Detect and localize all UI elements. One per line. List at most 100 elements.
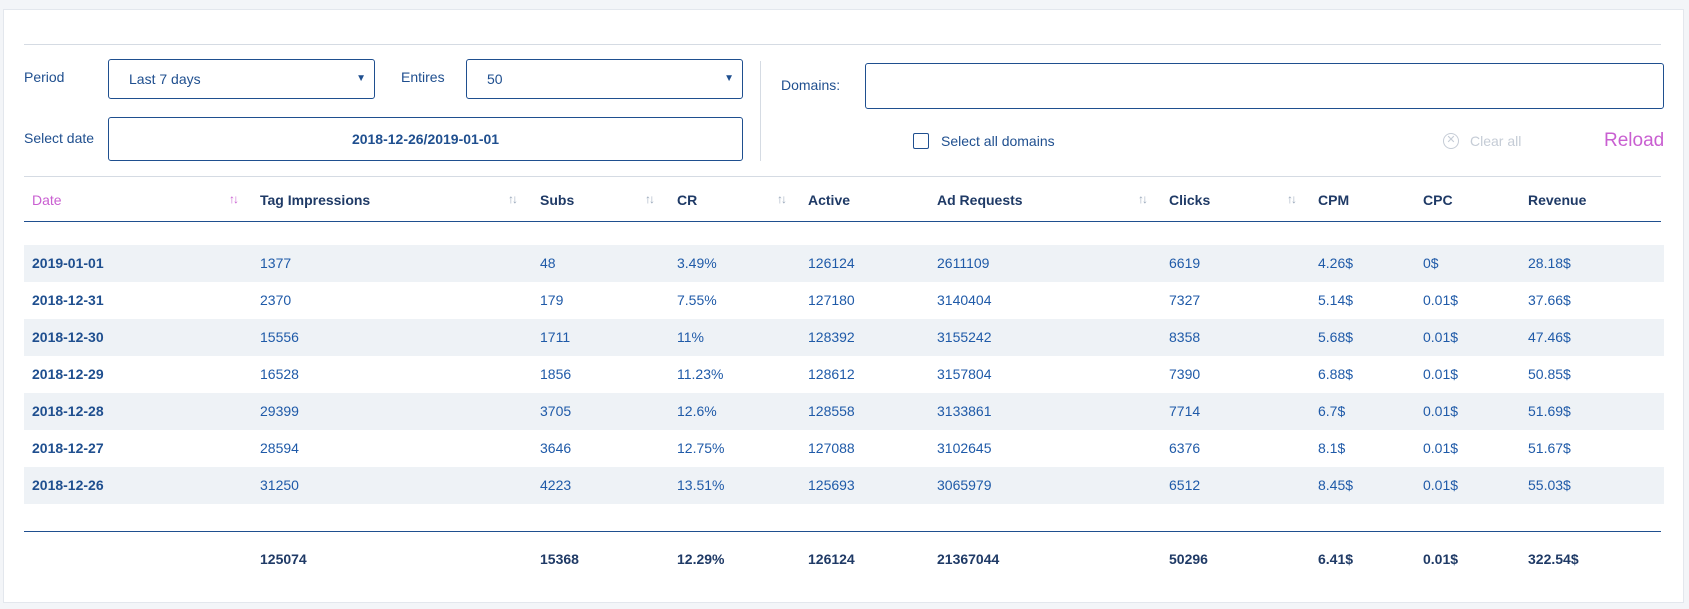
total-cpc: 0.01$: [1423, 551, 1459, 567]
reload-button[interactable]: Reload: [1604, 130, 1665, 151]
header-top-divider: [24, 176, 1661, 177]
sort-icon[interactable]: ↑↓: [1138, 192, 1148, 206]
period-label: Period: [24, 69, 65, 85]
total-ad-requests: 21367044: [937, 551, 1000, 567]
column-header-clicks[interactable]: Clicks: [1169, 192, 1211, 208]
sort-icon[interactable]: ↑↓: [508, 192, 518, 206]
cell-tag-impressions: 15556: [260, 329, 299, 345]
cell-cpc: 0$: [1423, 255, 1439, 271]
filter-divider: [760, 61, 761, 161]
column-header-cr[interactable]: CR: [677, 192, 698, 208]
cell-cpm: 8.45$: [1318, 477, 1354, 493]
table-row: 2018-12-30 15556 1711 11% 128392 3155242 8358 5…: [24, 319, 1664, 356]
report-card: Period Last 7 days ▼ Entires 50 ▼ Select…: [3, 9, 1684, 603]
cell-cr: 12.6%: [677, 403, 717, 419]
select-all-domains-checkbox[interactable]: [913, 133, 929, 149]
cell-tag-impressions: 2370: [260, 292, 292, 308]
cell-clicks: 8358: [1169, 329, 1201, 345]
cell-tag-impressions: 29399: [260, 403, 299, 419]
cell-cpm: 6.7$: [1318, 403, 1346, 419]
period-select[interactable]: Last 7 days ▼: [108, 59, 375, 99]
column-header-date[interactable]: Date: [32, 192, 62, 208]
total-tag-impressions: 125074: [260, 551, 307, 567]
cell-cr: 13.51%: [677, 477, 725, 493]
column-header-ad-requests[interactable]: Ad Requests: [937, 192, 1023, 208]
cell-ad-requests: 3157804: [937, 366, 992, 382]
cell-cr: 7.55%: [677, 292, 717, 308]
cell-date: 2018-12-27: [32, 440, 104, 456]
sort-icon[interactable]: ↑↓: [645, 192, 655, 206]
chevron-down-icon: ▼: [724, 73, 734, 84]
cell-tag-impressions: 28594: [260, 440, 299, 456]
cell-active: 125693: [808, 477, 855, 493]
column-header-active[interactable]: Active: [808, 192, 851, 208]
cell-cr: 11.23%: [677, 366, 724, 382]
table-row: 2018-12-27 28594 3646 12.75% 127088 3102645 63…: [24, 430, 1664, 467]
cell-date: 2018-12-28: [32, 403, 104, 419]
cell-date: 2018-12-31: [32, 292, 104, 308]
table-row: 2018-12-28 29399 3705 12.6% 128558 3133861 771…: [24, 393, 1664, 430]
total-cpm: 6.41$: [1318, 551, 1354, 567]
sort-icon[interactable]: ↑↓: [777, 192, 787, 206]
cell-active: 128612: [808, 366, 855, 382]
cell-subs: 48: [540, 255, 556, 271]
cell-cpc: 0.01$: [1423, 329, 1459, 345]
column-header-revenue[interactable]: Revenue: [1528, 192, 1587, 208]
domains-input[interactable]: [865, 63, 1664, 109]
cell-subs: 1711: [540, 329, 571, 345]
column-header-cpc[interactable]: CPC: [1423, 192, 1453, 208]
cell-cr: 3.49%: [677, 255, 717, 271]
column-header-cpm[interactable]: CPM: [1318, 192, 1350, 208]
total-active: 126124: [808, 551, 855, 567]
column-header-tag-impressions[interactable]: Tag Impressions: [260, 192, 371, 208]
cell-ad-requests: 3102645: [937, 440, 992, 456]
cell-tag-impressions: 1377: [260, 255, 292, 271]
cell-date: 2018-12-30: [32, 329, 104, 345]
sort-icon[interactable]: ↑↓: [1287, 192, 1297, 206]
cell-ad-requests: 3065979: [937, 477, 992, 493]
cell-cpc: 0.01$: [1423, 403, 1459, 419]
entries-select[interactable]: 50 ▼: [466, 59, 743, 99]
cell-clicks: 6512: [1169, 477, 1201, 493]
cell-revenue: 37.66$: [1528, 292, 1571, 308]
cell-revenue: 55.03$: [1528, 477, 1571, 493]
table-row: 2018-12-29 16528 1856 11.23% 128612 3157804 73…: [24, 356, 1664, 393]
cell-clicks: 7714: [1169, 403, 1201, 419]
cell-date: 2018-12-29: [32, 366, 104, 382]
total-subs: 15368: [540, 551, 579, 567]
column-header-subs[interactable]: Subs: [540, 192, 575, 208]
cell-cpc: 0.01$: [1423, 477, 1459, 493]
cell-revenue: 51.69$: [1528, 403, 1571, 419]
cell-active: 128392: [808, 329, 855, 345]
totals-divider: [24, 531, 1661, 532]
cell-subs: 1856: [540, 366, 572, 382]
header-divider: [24, 221, 1661, 222]
clear-icon[interactable]: ✕: [1443, 133, 1459, 149]
cell-cr: 11%: [677, 329, 704, 345]
top-divider: [24, 44, 1661, 45]
cell-subs: 3705: [540, 403, 572, 419]
cell-tag-impressions: 31250: [260, 477, 299, 493]
cell-revenue: 50.85$: [1528, 366, 1571, 382]
cell-ad-requests: 3155242: [937, 329, 992, 345]
cell-subs: 4223: [540, 477, 572, 493]
cell-revenue: 47.46$: [1528, 329, 1571, 345]
chevron-down-icon: ▼: [356, 73, 366, 84]
select-all-domains-label[interactable]: Select all domains: [941, 133, 1055, 149]
cell-revenue: 51.67$: [1528, 440, 1571, 456]
cell-active: 128558: [808, 403, 855, 419]
sort-desc-icon[interactable]: ↑↓: [229, 192, 239, 206]
cell-clicks: 6376: [1169, 440, 1201, 456]
cell-clicks: 6619: [1169, 255, 1201, 271]
cell-active: 126124: [808, 255, 855, 271]
entries-select-value: 50: [487, 71, 503, 87]
cell-ad-requests: 2611109: [937, 255, 990, 271]
date-range-input[interactable]: 2018-12-26/2019-01-01: [108, 117, 743, 161]
cell-ad-requests: 3140404: [937, 292, 992, 308]
clear-all-button[interactable]: Clear all: [1470, 133, 1522, 149]
total-clicks: 50296: [1169, 551, 1208, 567]
cell-subs: 3646: [540, 440, 572, 456]
cell-cpc: 0.01$: [1423, 292, 1459, 308]
table-row: 2018-12-26 31250 4223 13.51% 125693 3065979 65…: [24, 467, 1664, 504]
cell-cr: 12.75%: [677, 440, 725, 456]
